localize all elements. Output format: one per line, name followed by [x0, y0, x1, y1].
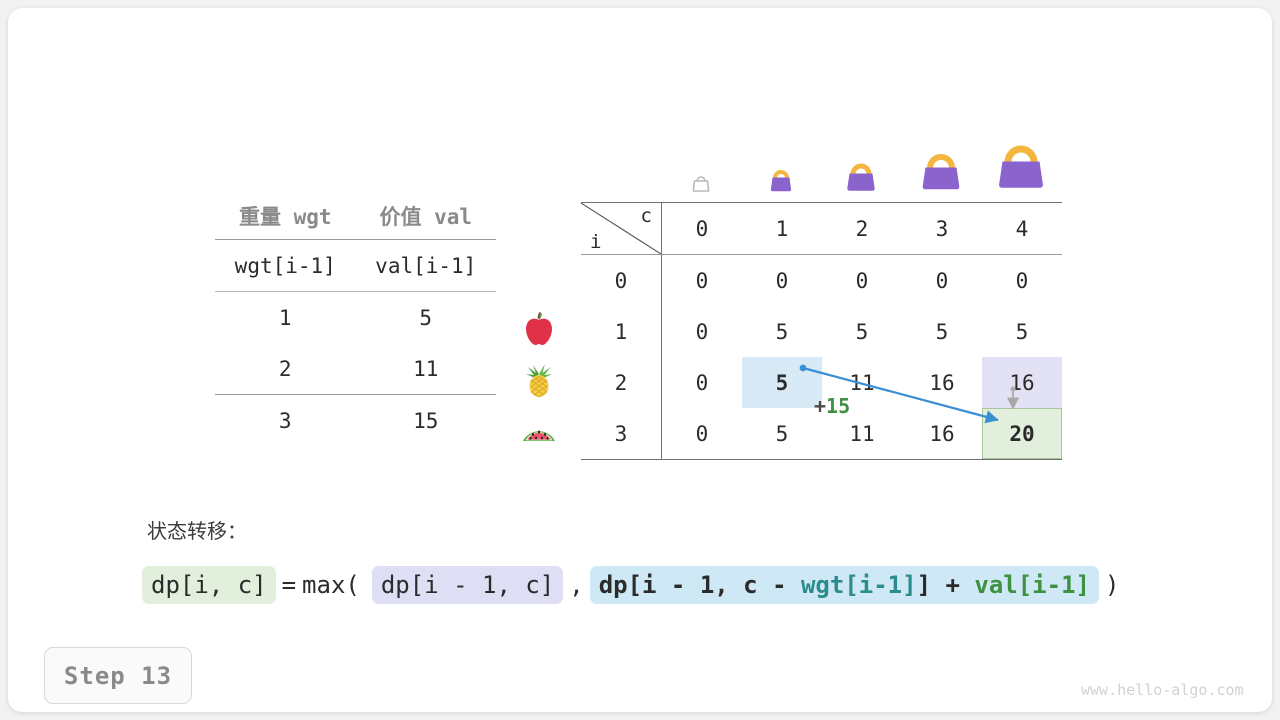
dp-row-header-2: 2 [581, 357, 662, 408]
dp-corner-cell: c i [581, 202, 662, 255]
dp-cell-3-1: 5 [742, 408, 822, 460]
dp-row-header-1: 1 [581, 306, 662, 357]
gain-value: 15 [826, 394, 851, 418]
dp-cell-3-0: 0 [661, 408, 742, 460]
header-weight: 重量 wgt [215, 193, 356, 240]
formula-val-ref: val[i-1] [974, 571, 1090, 599]
bag-icon-capacity-3 [901, 146, 981, 198]
dp-cell-2-1-source-highlight: 5 [742, 357, 822, 408]
dp-axis-label-i: i [590, 231, 602, 253]
item-weight-1: 1 [278, 305, 292, 330]
item-table: 重量 wgt 价值 val wgt[i-1] val[i-1] 1 5 2 11… [215, 193, 496, 446]
bag-icon-capacity-0 [661, 170, 741, 198]
dp-cell-1-1: 5 [775, 319, 789, 344]
subheader-wgt: wgt[i-1] [215, 239, 356, 292]
header-value: 价值 val [355, 193, 496, 240]
transition-formula: dp[i, c] = max( dp[i - 1, c] , dp[i - 1,… [142, 566, 1125, 604]
step-badge: Step 13 [44, 647, 192, 704]
watermelon-icon [516, 412, 562, 458]
item-weight-3: 3 [215, 394, 356, 446]
dp-col-header-0: 0 [661, 202, 742, 255]
table-row: 3 15 [215, 394, 496, 446]
formula-arg-skip: dp[i - 1, c] [371, 566, 564, 604]
dp-col-header-4: 4 [982, 202, 1062, 255]
item-table-subheader-row: wgt[i-1] val[i-1] [215, 239, 496, 292]
dp-cell-1-0: 0 [695, 319, 709, 344]
dp-cell-1-4: 5 [1015, 319, 1029, 344]
formula-close-paren: ) [1104, 571, 1120, 599]
dp-header-row: c i 0 1 2 3 4 [581, 202, 1062, 255]
bag-icon-row [581, 136, 1061, 198]
pineapple-icon [516, 360, 562, 406]
slide-canvas: 重量 wgt 价值 val wgt[i-1] val[i-1] 1 5 2 11… [8, 8, 1272, 712]
dp-table: c i 0 1 2 3 4 0 0 0 0 0 0 1 0 [581, 202, 1062, 460]
formula-wgt-ref: wgt[i-1] [800, 571, 917, 599]
watermark: www.hello-algo.com [1081, 681, 1244, 699]
item-value-2: 11 [413, 356, 439, 381]
gain-prefix: + [814, 394, 827, 418]
formula-arg-take: dp[i - 1, c - wgt[i-1]] + val[i-1] [589, 566, 1099, 604]
dp-row-header-0: 0 [581, 254, 662, 306]
subheader-val: val[i-1] [355, 239, 496, 292]
dp-cell-2-3: 16 [929, 370, 955, 395]
table-row: 2 11 [215, 343, 496, 395]
apple-icon [516, 309, 562, 355]
table-row: 0 0 0 0 0 0 [581, 254, 1062, 306]
formula-arg-take-prefix: dp[i - 1, c - [598, 571, 801, 599]
table-row: 2 0 5 11 16 16 [581, 357, 1062, 408]
formula-comma: , [569, 571, 584, 599]
dp-cell-3-4-target-highlight: 20 [982, 408, 1062, 460]
bag-icon-capacity-4 [981, 136, 1061, 198]
gain-annotation: +15 [814, 394, 850, 418]
formula-equals: = [281, 571, 297, 599]
dp-cell-2-4-above-highlight: 16 [982, 357, 1062, 408]
dp-col-header-2: 2 [822, 202, 902, 255]
table-row: 1 5 [215, 292, 496, 344]
table-row: 1 0 5 5 5 5 [581, 306, 1062, 357]
dp-cell-1-3: 5 [935, 319, 949, 344]
formula-lhs: dp[i, c] [142, 566, 276, 604]
item-value-3: 15 [355, 394, 496, 446]
dp-cell-0-4: 0 [1015, 268, 1029, 293]
dp-col-header-3: 3 [902, 202, 982, 255]
dp-cell-0-1: 0 [775, 268, 789, 293]
dp-cell-3-3: 16 [902, 408, 982, 460]
item-table-header-row: 重量 wgt 价值 val [215, 193, 496, 240]
transition-label: 状态转移： [147, 519, 247, 543]
dp-cell-1-2: 5 [855, 319, 869, 344]
formula-arg-take-mid: ] + [916, 571, 975, 599]
formula-max: max( [302, 571, 360, 599]
dp-row-header-3: 3 [581, 408, 662, 460]
dp-cell-0-3: 0 [935, 268, 949, 293]
dp-cell-0-2: 0 [855, 268, 869, 293]
bag-icon-capacity-2 [821, 156, 901, 198]
dp-cell-2-0: 0 [695, 370, 709, 395]
diagonal-divider-icon [581, 203, 661, 254]
dp-axis-label-c: c [640, 205, 652, 227]
dp-cell-0-0: 0 [695, 268, 709, 293]
item-weight-2: 2 [278, 356, 292, 381]
bag-icon-capacity-1 [741, 162, 821, 198]
item-value-1: 5 [419, 305, 433, 330]
dp-col-header-1: 1 [742, 202, 822, 255]
